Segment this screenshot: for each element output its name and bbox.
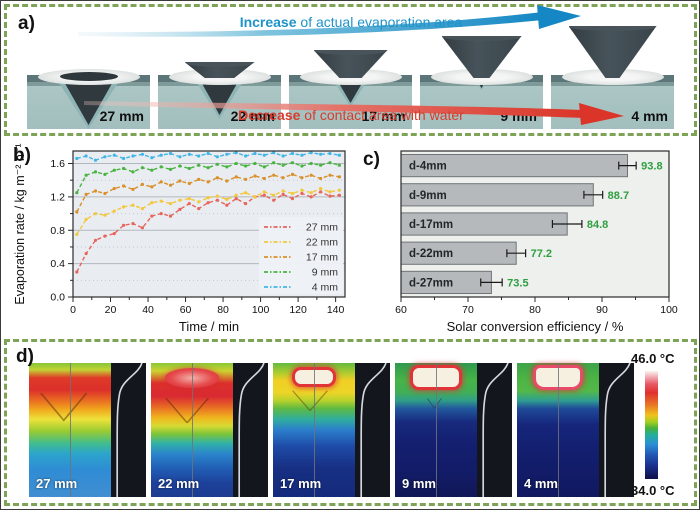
- thermal-image-22mm: 22 mm: [151, 363, 268, 497]
- svg-text:Evaporation rate / kg m⁻² h⁻¹: Evaporation rate / kg m⁻² h⁻¹: [13, 143, 27, 304]
- svg-text:80: 80: [529, 304, 541, 316]
- cone-outline-icon: [426, 398, 442, 409]
- solar-efficiency-chart: d-4mm 93.8 d-9mm 88.7 d-17mm 84.8 d-22mm 77.2 d-…: [395, 150, 678, 334]
- background-strip: [354, 363, 390, 497]
- seam-line: [69, 363, 71, 497]
- thermal-label: 27 mm: [36, 476, 78, 491]
- svg-text:Time / min: Time / min: [179, 319, 239, 334]
- thermal-label: 22 mm: [158, 476, 200, 491]
- svg-text:140: 140: [327, 304, 345, 316]
- panel-d-label: d): [16, 346, 34, 367]
- svg-text:90: 90: [596, 304, 608, 316]
- svg-text:d-9mm: d-9mm: [409, 190, 447, 202]
- thermal-image-27mm: 27 mm: [29, 363, 146, 497]
- svg-text:27 mm: 27 mm: [306, 222, 338, 234]
- seam-line: [557, 363, 559, 497]
- cone-outline-icon: [165, 397, 210, 424]
- cone-opening: [59, 72, 118, 81]
- thermal-gradient: [517, 363, 599, 497]
- svg-text:d-4mm: d-4mm: [409, 161, 447, 173]
- svg-text:40: 40: [142, 304, 154, 316]
- svg-text:84.8: 84.8: [587, 219, 608, 231]
- svg-text:4 mm: 4 mm: [312, 282, 339, 294]
- seam-line: [313, 363, 315, 497]
- panel-c-label: c): [363, 149, 380, 170]
- svg-text:1.2: 1.2: [50, 191, 65, 203]
- stage-17mm: 17 mm: [289, 35, 412, 129]
- svg-text:60: 60: [180, 304, 192, 316]
- svg-text:d-17mm: d-17mm: [409, 219, 453, 231]
- svg-text:1.6: 1.6: [50, 158, 65, 170]
- svg-text:22 mm: 22 mm: [306, 237, 338, 249]
- svg-text:17 mm: 17 mm: [306, 252, 338, 264]
- svg-text:70: 70: [462, 304, 474, 316]
- svg-text:77.2: 77.2: [531, 248, 552, 260]
- thermal-image-9mm: 9 mm: [395, 363, 512, 497]
- svg-text:93.8: 93.8: [641, 161, 662, 173]
- svg-text:100: 100: [252, 304, 270, 316]
- stage-label: 4 mm: [631, 108, 668, 124]
- seam-line: [435, 363, 437, 497]
- stage-label: 22 mm: [230, 108, 275, 124]
- thermal-gradient: [273, 363, 355, 497]
- colorbar-min-label: 34.0 °C: [631, 483, 675, 498]
- increase-arrow-icon: [78, 5, 581, 37]
- thermal-image-4mm: 4 mm: [517, 363, 634, 497]
- container-edge-icon: [238, 363, 265, 497]
- svg-text:88.7: 88.7: [608, 190, 629, 202]
- svg-text:d-27mm: d-27mm: [409, 277, 453, 289]
- svg-text:0.0: 0.0: [50, 292, 65, 304]
- cone-rim: [184, 62, 255, 67]
- svg-text:0.4: 0.4: [50, 258, 65, 270]
- container-edge-icon: [604, 363, 631, 497]
- background-strip: [598, 363, 634, 497]
- panel-b-label: b): [13, 145, 31, 166]
- svg-text:0.8: 0.8: [50, 225, 65, 237]
- cone-rim: [313, 50, 388, 55]
- cone-outline-icon: [40, 393, 88, 422]
- cone-outline-icon: [291, 390, 328, 412]
- background-strip: [476, 363, 512, 497]
- container-edge-icon: [116, 363, 143, 497]
- svg-text:d-22mm: d-22mm: [409, 248, 453, 260]
- panel-a-label: a): [18, 13, 35, 34]
- thermal-label: 17 mm: [280, 476, 322, 491]
- evaporation-rate-chart: 27 mm 22 mm 17 mm 9 mm 4 mm 0 20 40 60 80 100 120 14…: [13, 143, 346, 334]
- svg-text:73.5: 73.5: [507, 277, 528, 289]
- thermal-images-row: 27 mm 22 mm 17 mm: [29, 363, 634, 497]
- stage-22mm: 22 mm: [158, 35, 281, 129]
- thermal-gradient: [395, 363, 477, 497]
- svg-text:0: 0: [70, 304, 76, 316]
- temperature-colorbar: [645, 371, 658, 479]
- decrease-arrow-text: Decrease of contact area with water: [238, 107, 464, 123]
- svg-text:20: 20: [105, 304, 117, 316]
- cone-rim: [568, 26, 657, 31]
- svg-text:9 mm: 9 mm: [312, 267, 339, 279]
- decrease-arrow-icon: [84, 101, 624, 125]
- svg-text:80: 80: [217, 304, 229, 316]
- seam-line: [191, 363, 193, 497]
- svg-text:120: 120: [289, 304, 307, 316]
- increase-arrow-text: Increase of actual evaporation area: [239, 14, 463, 30]
- colorbar-max-label: 46.0 °C: [631, 351, 675, 366]
- svg-text:100: 100: [660, 304, 678, 316]
- cone-rim: [441, 36, 522, 41]
- svg-text:60: 60: [395, 304, 407, 316]
- container-edge-icon: [482, 363, 509, 497]
- container-edge-icon: [360, 363, 387, 497]
- background-strip: [232, 363, 268, 497]
- thermal-image-17mm: 17 mm: [273, 363, 390, 497]
- thermal-gradient: [29, 363, 111, 497]
- background-strip: [110, 363, 146, 497]
- thermal-label: 4 mm: [524, 476, 558, 491]
- svg-text:Solar conversion efficiency /: Solar conversion efficiency / %: [447, 319, 624, 334]
- thermal-label: 9 mm: [402, 476, 436, 491]
- stage-label: 27 mm: [99, 108, 144, 124]
- thermal-gradient: [151, 363, 233, 497]
- stage-4mm: 4 mm: [551, 26, 674, 129]
- cone-above-water: [184, 62, 255, 78]
